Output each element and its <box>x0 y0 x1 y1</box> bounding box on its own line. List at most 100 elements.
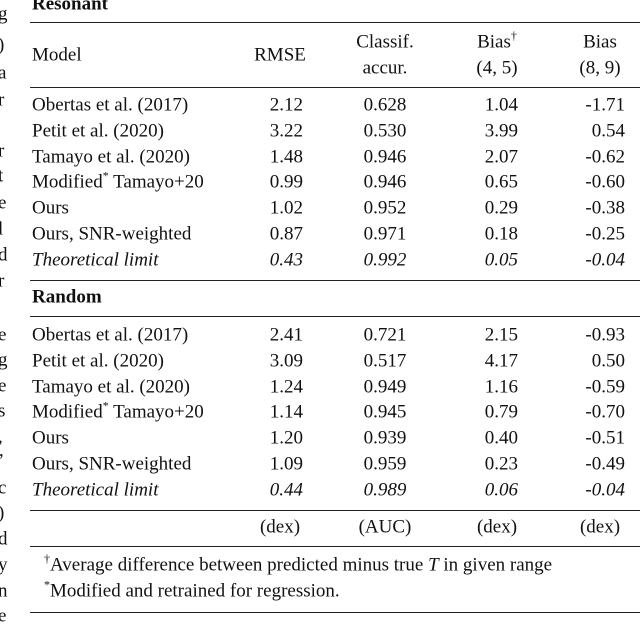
value-cell: 0.992 <box>364 250 407 269</box>
unit-text: (dex) <box>579 516 621 538</box>
unit-text: (AUC) <box>358 516 412 538</box>
header-text: Bias <box>477 31 511 53</box>
value-text: 0.79 <box>484 401 518 423</box>
unit-cell: (AUC) <box>359 518 412 537</box>
value-text: 0.517 <box>363 350 407 372</box>
value-cell: 0.40 <box>485 429 518 448</box>
model-text: Theoretical limit <box>32 479 159 501</box>
footnote-text: Modified and retrained for regression. <box>50 580 340 602</box>
margin-fragment: g <box>0 351 8 370</box>
value-cell: 4.17 <box>485 351 518 370</box>
model-cell: Petit et al. (2020) <box>32 121 164 140</box>
fragment-text: r <box>0 270 5 292</box>
value-text: 1.16 <box>484 376 518 398</box>
value-cell: -0.25 <box>585 225 625 244</box>
unit-text: (dex) <box>476 516 518 538</box>
margin-fragment: e <box>0 377 6 396</box>
model-cell: Petit et al. (2020) <box>32 351 164 370</box>
fragment-text: c <box>0 477 7 499</box>
margin-fragment: t <box>0 167 3 186</box>
value-text: 0.54 <box>591 120 625 142</box>
section-title: Resonant <box>32 0 108 14</box>
model-text: Ours <box>32 427 69 449</box>
value-text: 0.43 <box>269 249 303 271</box>
rule <box>30 280 640 281</box>
value-text: -0.04 <box>585 479 625 501</box>
margin-fragment: n <box>0 582 8 601</box>
model-text: Tamayo+20 <box>108 171 204 193</box>
model-cell: Theoretical limit <box>32 480 158 499</box>
value-text: -0.93 <box>585 324 625 346</box>
fragment-text: l <box>0 218 4 240</box>
value-text: -0.70 <box>585 401 625 423</box>
value-text: 0.05 <box>484 249 518 271</box>
value-cell: 3.22 <box>270 121 303 140</box>
value-cell: 0.05 <box>485 250 518 269</box>
value-cell: 0.949 <box>364 377 407 396</box>
value-text: 0.949 <box>363 376 407 398</box>
value-cell: 0.87 <box>270 225 303 244</box>
value-text: 0.989 <box>363 479 407 501</box>
value-cell: 0.65 <box>485 173 518 192</box>
value-cell: 0.18 <box>485 225 518 244</box>
value-cell: 1.48 <box>270 147 303 166</box>
fragment-text: r <box>0 89 5 111</box>
rule <box>30 22 640 23</box>
margin-fragment: e <box>0 194 6 213</box>
fragment-text: , <box>0 427 3 448</box>
value-text: -0.62 <box>585 146 625 168</box>
unit-cell: (dex) <box>260 518 300 537</box>
margin-fragment: l <box>0 220 3 239</box>
header-text: accur. <box>362 57 408 79</box>
header-text: (4, 5) <box>476 57 518 79</box>
value-cell: -0.04 <box>585 480 625 499</box>
rule <box>30 510 640 511</box>
model-text: Modified <box>32 171 103 193</box>
rule <box>30 316 640 317</box>
value-text: 0.992 <box>363 249 407 271</box>
value-cell: 2.07 <box>485 147 518 166</box>
footnote: †Average difference between predicted mi… <box>44 553 552 575</box>
header-cell: Model <box>32 46 82 65</box>
section-title: Random <box>32 288 102 307</box>
value-cell: 2.15 <box>485 326 518 345</box>
header-cell: Classif. <box>356 33 414 52</box>
value-cell: 0.54 <box>592 121 625 140</box>
header-text: Model <box>32 44 82 66</box>
model-cell: Ours, SNR-weighted <box>32 455 191 474</box>
footnote-text: † <box>44 551 50 566</box>
fragment-text: y <box>0 554 8 576</box>
footnote-text: * <box>44 577 50 592</box>
value-cell: 1.02 <box>270 199 303 218</box>
model-text: Tamayo et al. (2020) <box>32 376 191 398</box>
header-cell: Bias† <box>477 30 517 53</box>
value-text: -0.04 <box>585 249 625 271</box>
model-text: Tamayo+20 <box>108 401 204 423</box>
value-cell: 0.721 <box>364 326 407 345</box>
section-title-text: Resonant <box>32 0 109 15</box>
header-cell: RMSE <box>254 46 306 65</box>
model-text: Theoretical limit <box>32 249 159 271</box>
rule <box>30 87 640 88</box>
fragment-text: d <box>0 244 8 266</box>
value-cell: 1.14 <box>270 403 303 422</box>
value-cell: 0.99 <box>270 173 303 192</box>
fragment-text: ’ <box>0 451 4 472</box>
margin-fragment: y <box>0 556 8 575</box>
model-text: * <box>102 398 109 413</box>
value-cell: 0.517 <box>364 351 407 370</box>
value-cell: 2.12 <box>270 96 303 115</box>
value-text: 4.17 <box>484 350 518 372</box>
value-text: 0.971 <box>363 223 407 245</box>
model-text: Petit et al. (2020) <box>32 350 164 372</box>
margin-fragment: ) <box>0 504 4 523</box>
value-text: -0.25 <box>585 223 625 245</box>
fragment-text: s <box>0 400 6 422</box>
value-text: -0.49 <box>585 453 625 475</box>
value-cell: 1.20 <box>270 429 303 448</box>
margin-fragment: g <box>0 5 8 24</box>
margin-fragment: r <box>0 142 4 161</box>
model-cell: Tamayo et al. (2020) <box>32 147 190 166</box>
value-cell: 0.29 <box>485 199 518 218</box>
